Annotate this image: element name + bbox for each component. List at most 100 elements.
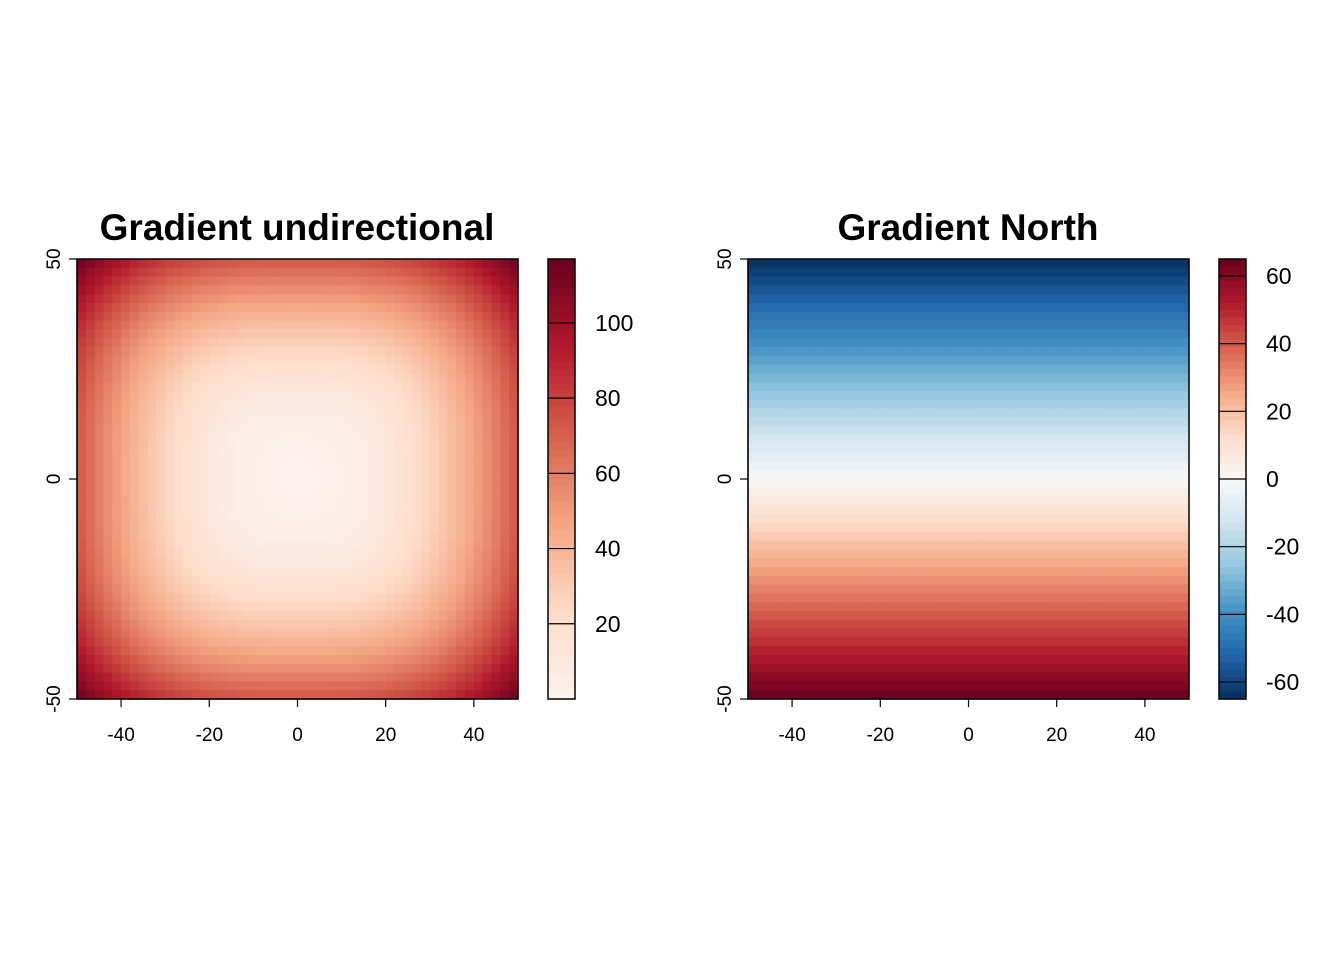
heatmap-cell <box>845 329 855 339</box>
heatmap-cell <box>915 487 925 498</box>
heatmap-cell <box>800 311 811 322</box>
heatmap-cell <box>350 355 360 366</box>
heatmap-cell <box>906 672 917 682</box>
heatmap-cell <box>1091 514 1102 524</box>
heatmap-cell <box>1030 611 1040 621</box>
heatmap-cell <box>447 681 457 691</box>
legend-swatch <box>548 347 575 355</box>
heatmap-cell <box>871 567 881 577</box>
heatmap-cell <box>359 347 369 357</box>
heatmap-cell <box>77 690 87 700</box>
heatmap-cell <box>385 690 396 700</box>
heatmap-cell <box>315 567 325 577</box>
heatmap-cell <box>262 355 272 366</box>
heatmap-cell <box>800 364 811 374</box>
heatmap-cell <box>1171 285 1181 295</box>
heatmap-cell <box>376 514 387 524</box>
heatmap-cell <box>1039 611 1049 621</box>
heatmap-cell <box>491 355 501 366</box>
heatmap-cell <box>332 549 343 559</box>
heatmap-cell <box>1003 655 1014 665</box>
heatmap-cell <box>253 408 263 418</box>
heatmap-cell <box>226 690 237 700</box>
heatmap-cell <box>924 628 934 638</box>
heatmap-cell <box>1065 514 1075 524</box>
heatmap-cell <box>748 338 758 348</box>
heatmap-cell <box>350 276 360 286</box>
heatmap-cell <box>77 452 87 462</box>
heatmap-cell <box>942 646 952 656</box>
heatmap-cell <box>297 311 307 322</box>
heatmap-cell <box>279 619 290 630</box>
heatmap-cell <box>1030 514 1040 524</box>
heatmap-cell <box>853 443 864 454</box>
heatmap-cell <box>809 417 820 427</box>
heatmap-cell <box>1074 470 1084 480</box>
heatmap-cell <box>103 461 113 471</box>
heatmap-cell <box>1153 672 1164 682</box>
heatmap-cell <box>1100 487 1111 498</box>
heatmap-cell <box>332 320 343 330</box>
heatmap-cell <box>915 567 925 577</box>
heatmap-cell <box>226 637 237 647</box>
heatmap-cell <box>1180 294 1190 304</box>
heatmap-cell <box>1153 320 1164 330</box>
heatmap-cell <box>862 391 873 401</box>
heatmap-cell <box>1003 496 1014 506</box>
heatmap-cell <box>200 417 210 427</box>
heatmap-cell <box>315 505 325 515</box>
heatmap-cell <box>1109 303 1120 313</box>
heatmap-cell <box>1153 311 1164 322</box>
heatmap-cell <box>1091 443 1102 454</box>
heatmap-cell <box>209 391 219 401</box>
heatmap-cell <box>756 391 767 401</box>
heatmap-cell <box>332 373 343 383</box>
heatmap-cell <box>862 259 873 269</box>
heatmap-cell <box>85 408 96 418</box>
heatmap-cell <box>394 575 404 586</box>
heatmap-cell <box>315 584 325 594</box>
heatmap-cell <box>244 259 254 269</box>
heatmap-cell <box>271 338 281 348</box>
heatmap-cell <box>862 285 873 295</box>
heatmap-cell <box>1012 487 1023 498</box>
heatmap-cell <box>1136 426 1146 436</box>
heatmap-cell <box>412 523 422 533</box>
heatmap-cell <box>412 294 422 304</box>
heatmap-cell <box>871 329 881 339</box>
heatmap-cell <box>1074 294 1084 304</box>
heatmap-cell <box>429 391 440 401</box>
heatmap-cell <box>129 347 140 357</box>
heatmap-cell <box>924 408 934 418</box>
heatmap-cell <box>1100 567 1111 577</box>
heatmap-cell <box>765 602 776 612</box>
heatmap-cell <box>385 276 396 286</box>
heatmap-cell <box>968 672 978 682</box>
heatmap-cell <box>924 619 934 630</box>
heatmap-cell <box>774 575 784 586</box>
heatmap-cell <box>306 540 316 550</box>
heatmap-cell <box>889 391 899 401</box>
heatmap-cell <box>1180 399 1190 410</box>
heatmap-cell <box>103 567 113 577</box>
heatmap-cell <box>491 276 501 286</box>
heatmap-cell <box>191 355 202 366</box>
x-tick-label: 40 <box>463 725 484 746</box>
heatmap-cell <box>950 611 961 621</box>
heatmap-cell <box>783 443 793 454</box>
heatmap-cell <box>315 294 325 304</box>
heatmap-cell <box>889 373 899 383</box>
heatmap-cell <box>438 646 449 656</box>
heatmap-cell <box>429 540 440 550</box>
heatmap-cell <box>491 435 501 445</box>
heatmap-cell <box>253 426 263 436</box>
heatmap-cell <box>748 259 758 269</box>
heatmap-cell <box>1074 303 1084 313</box>
heatmap-cell <box>473 619 484 630</box>
heatmap-cell <box>871 558 881 568</box>
heatmap-cell <box>473 549 484 559</box>
heatmap-cell <box>94 408 105 418</box>
heatmap-cell <box>897 602 908 612</box>
heatmap-cell <box>942 479 952 489</box>
